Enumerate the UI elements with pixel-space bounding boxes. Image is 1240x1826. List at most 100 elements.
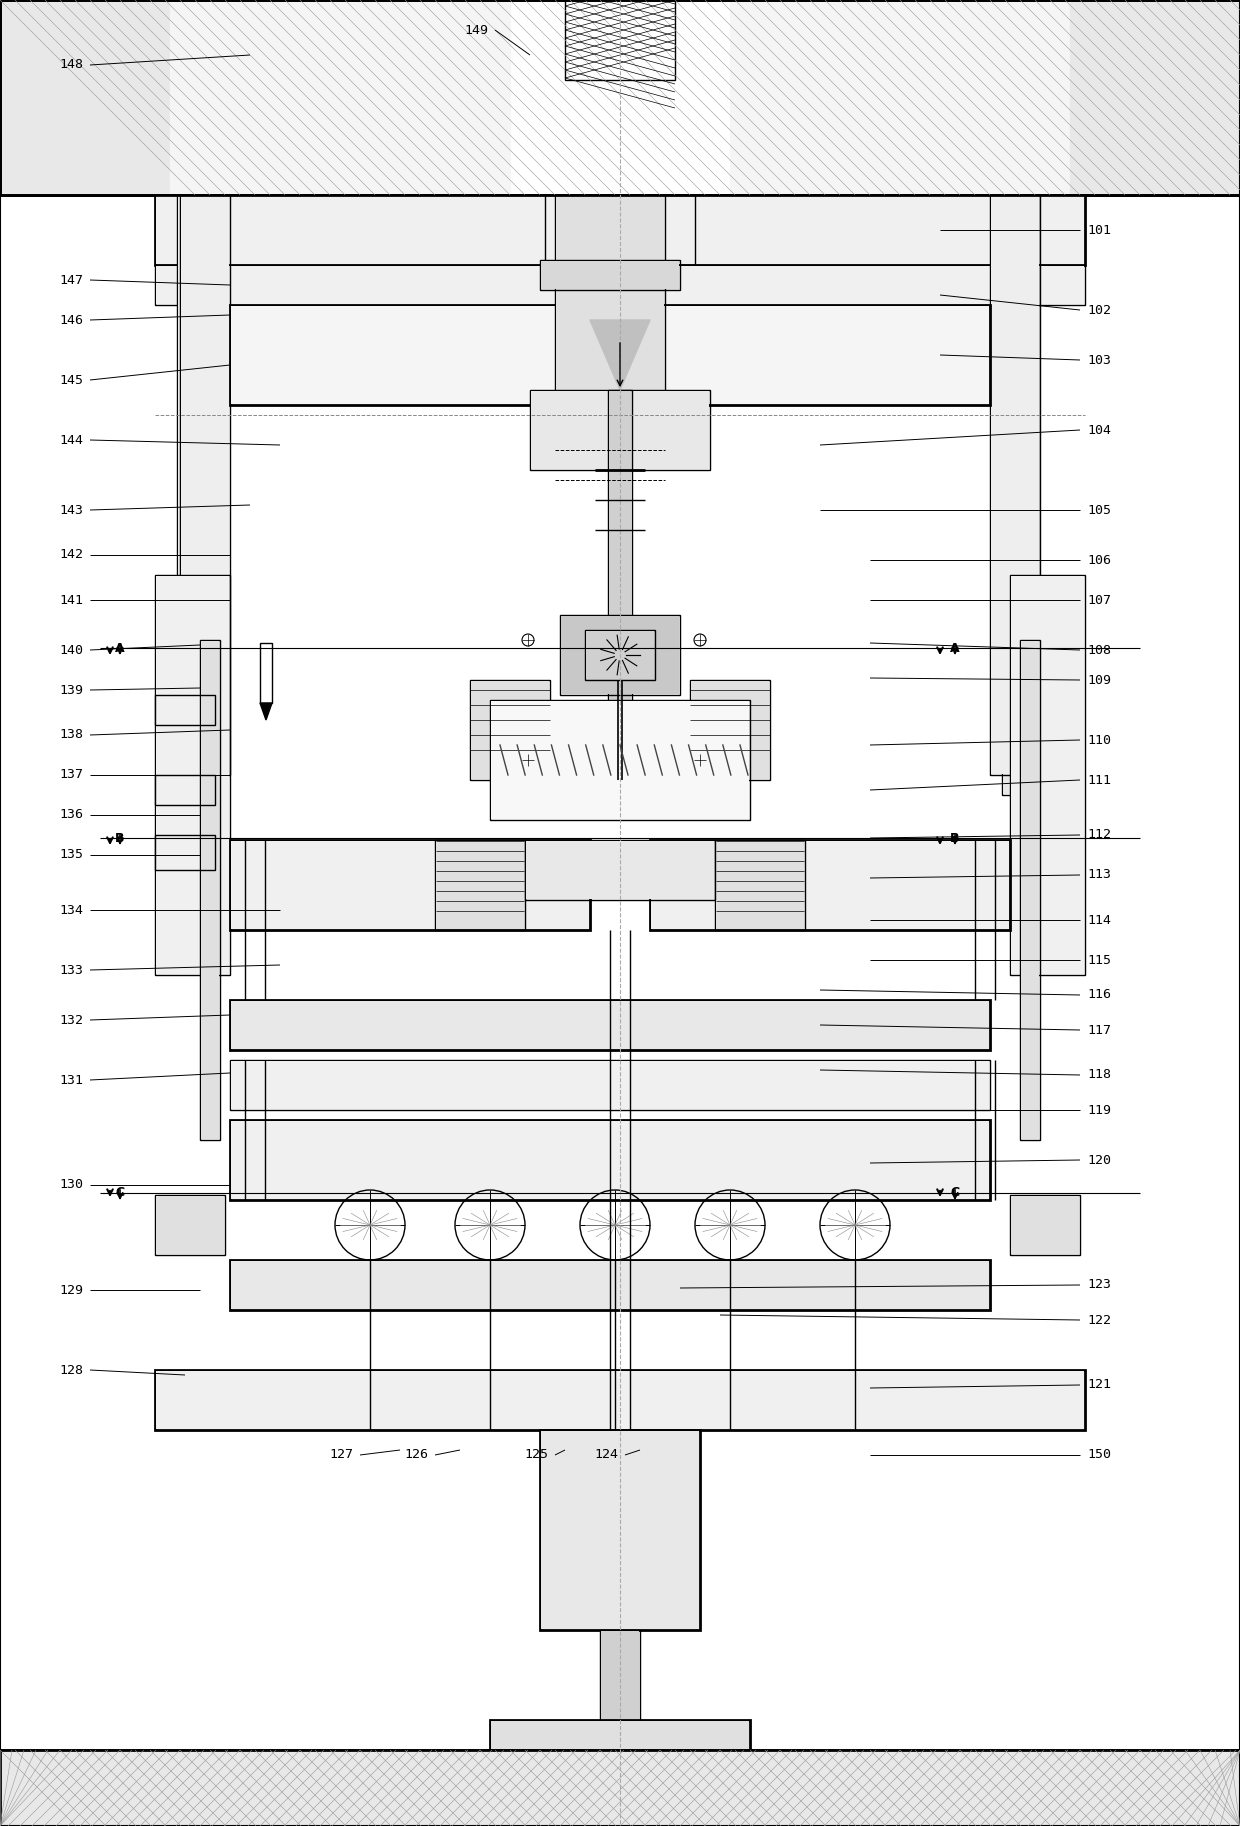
Text: 110: 110 <box>1087 734 1111 747</box>
Text: 117: 117 <box>1087 1024 1111 1037</box>
Polygon shape <box>170 0 510 195</box>
Bar <box>0 1749 1240 1826</box>
Bar <box>600 1631 640 1729</box>
Bar <box>556 195 663 394</box>
Text: C: C <box>950 1187 960 1200</box>
Bar <box>200 639 219 1139</box>
Bar <box>229 1061 990 1110</box>
Text: 109: 109 <box>1087 674 1111 687</box>
Bar <box>155 575 229 975</box>
Text: 150: 150 <box>1087 1448 1111 1461</box>
Text: 120: 120 <box>1087 1154 1111 1167</box>
Text: 140: 140 <box>60 643 83 657</box>
Bar <box>0 1749 1240 1826</box>
Text: 134: 134 <box>60 904 83 917</box>
Bar <box>529 391 711 469</box>
Text: 107: 107 <box>1087 593 1111 606</box>
Bar <box>181 195 229 774</box>
Text: 142: 142 <box>60 548 83 562</box>
Text: 136: 136 <box>60 809 83 822</box>
Bar <box>525 840 715 900</box>
Polygon shape <box>1070 0 1240 195</box>
Text: 122: 122 <box>1087 1313 1111 1326</box>
Bar <box>156 267 1084 303</box>
Bar <box>231 307 990 404</box>
Text: C: C <box>115 1187 124 1200</box>
Bar <box>990 195 1040 774</box>
Bar <box>156 1371 1084 1430</box>
Bar <box>231 1001 990 1048</box>
Text: 114: 114 <box>1087 913 1111 926</box>
Text: 113: 113 <box>1087 869 1111 882</box>
Text: 130: 130 <box>60 1178 83 1192</box>
Bar <box>1003 195 1037 794</box>
Text: B: B <box>950 831 960 844</box>
Text: 148: 148 <box>60 58 83 71</box>
Bar <box>539 1430 701 1631</box>
Bar <box>689 679 770 780</box>
Bar <box>651 842 1009 929</box>
Bar <box>471 681 549 780</box>
Text: 102: 102 <box>1087 303 1111 316</box>
Text: 105: 105 <box>1087 504 1111 517</box>
Text: 149: 149 <box>464 24 489 37</box>
Bar <box>491 701 749 820</box>
Bar <box>715 842 804 929</box>
Text: 112: 112 <box>1087 829 1111 842</box>
Bar <box>560 615 680 696</box>
Bar <box>177 195 213 794</box>
Text: 108: 108 <box>1087 643 1111 657</box>
Bar <box>201 641 219 1139</box>
Bar <box>179 195 212 794</box>
Polygon shape <box>730 0 1070 195</box>
Bar <box>1002 195 1038 794</box>
Bar <box>155 1370 1085 1430</box>
Bar <box>155 1194 224 1254</box>
Bar <box>155 265 1085 305</box>
Bar <box>156 575 229 973</box>
Bar <box>546 195 694 265</box>
Bar <box>470 679 551 780</box>
Polygon shape <box>590 320 650 391</box>
Bar <box>526 842 714 898</box>
Bar <box>155 195 1085 265</box>
Text: 121: 121 <box>1087 1379 1111 1391</box>
Bar <box>1011 1196 1079 1254</box>
Text: 101: 101 <box>1087 223 1111 237</box>
Bar <box>556 195 665 394</box>
Bar <box>156 195 1084 265</box>
Text: 141: 141 <box>60 593 83 606</box>
Bar <box>490 1720 750 1760</box>
Text: 119: 119 <box>1087 1103 1111 1116</box>
Bar <box>435 840 525 929</box>
Bar <box>156 1196 224 1254</box>
Text: 144: 144 <box>60 433 83 447</box>
Text: B: B <box>115 831 125 844</box>
Polygon shape <box>0 0 170 195</box>
Bar <box>608 391 632 791</box>
Bar <box>541 1432 699 1629</box>
Bar <box>541 261 680 289</box>
Text: 111: 111 <box>1087 774 1111 787</box>
Text: 118: 118 <box>1087 1068 1111 1081</box>
Bar <box>231 1121 990 1200</box>
Bar <box>991 195 1039 774</box>
Bar <box>0 0 1240 195</box>
Bar <box>531 391 709 469</box>
Text: A: A <box>115 641 125 654</box>
Bar <box>229 1119 990 1200</box>
Text: 127: 127 <box>329 1448 353 1461</box>
Text: 116: 116 <box>1087 988 1111 1001</box>
Bar <box>231 1262 990 1309</box>
Bar <box>436 842 525 929</box>
Text: 137: 137 <box>60 769 83 782</box>
Bar <box>155 774 215 805</box>
Text: 145: 145 <box>60 374 83 387</box>
Bar <box>560 615 680 694</box>
Bar <box>585 630 655 679</box>
Text: 146: 146 <box>60 314 83 327</box>
Text: 138: 138 <box>60 729 83 741</box>
Text: 115: 115 <box>1087 953 1111 966</box>
Bar <box>1021 639 1040 1139</box>
Text: 124: 124 <box>594 1448 618 1461</box>
